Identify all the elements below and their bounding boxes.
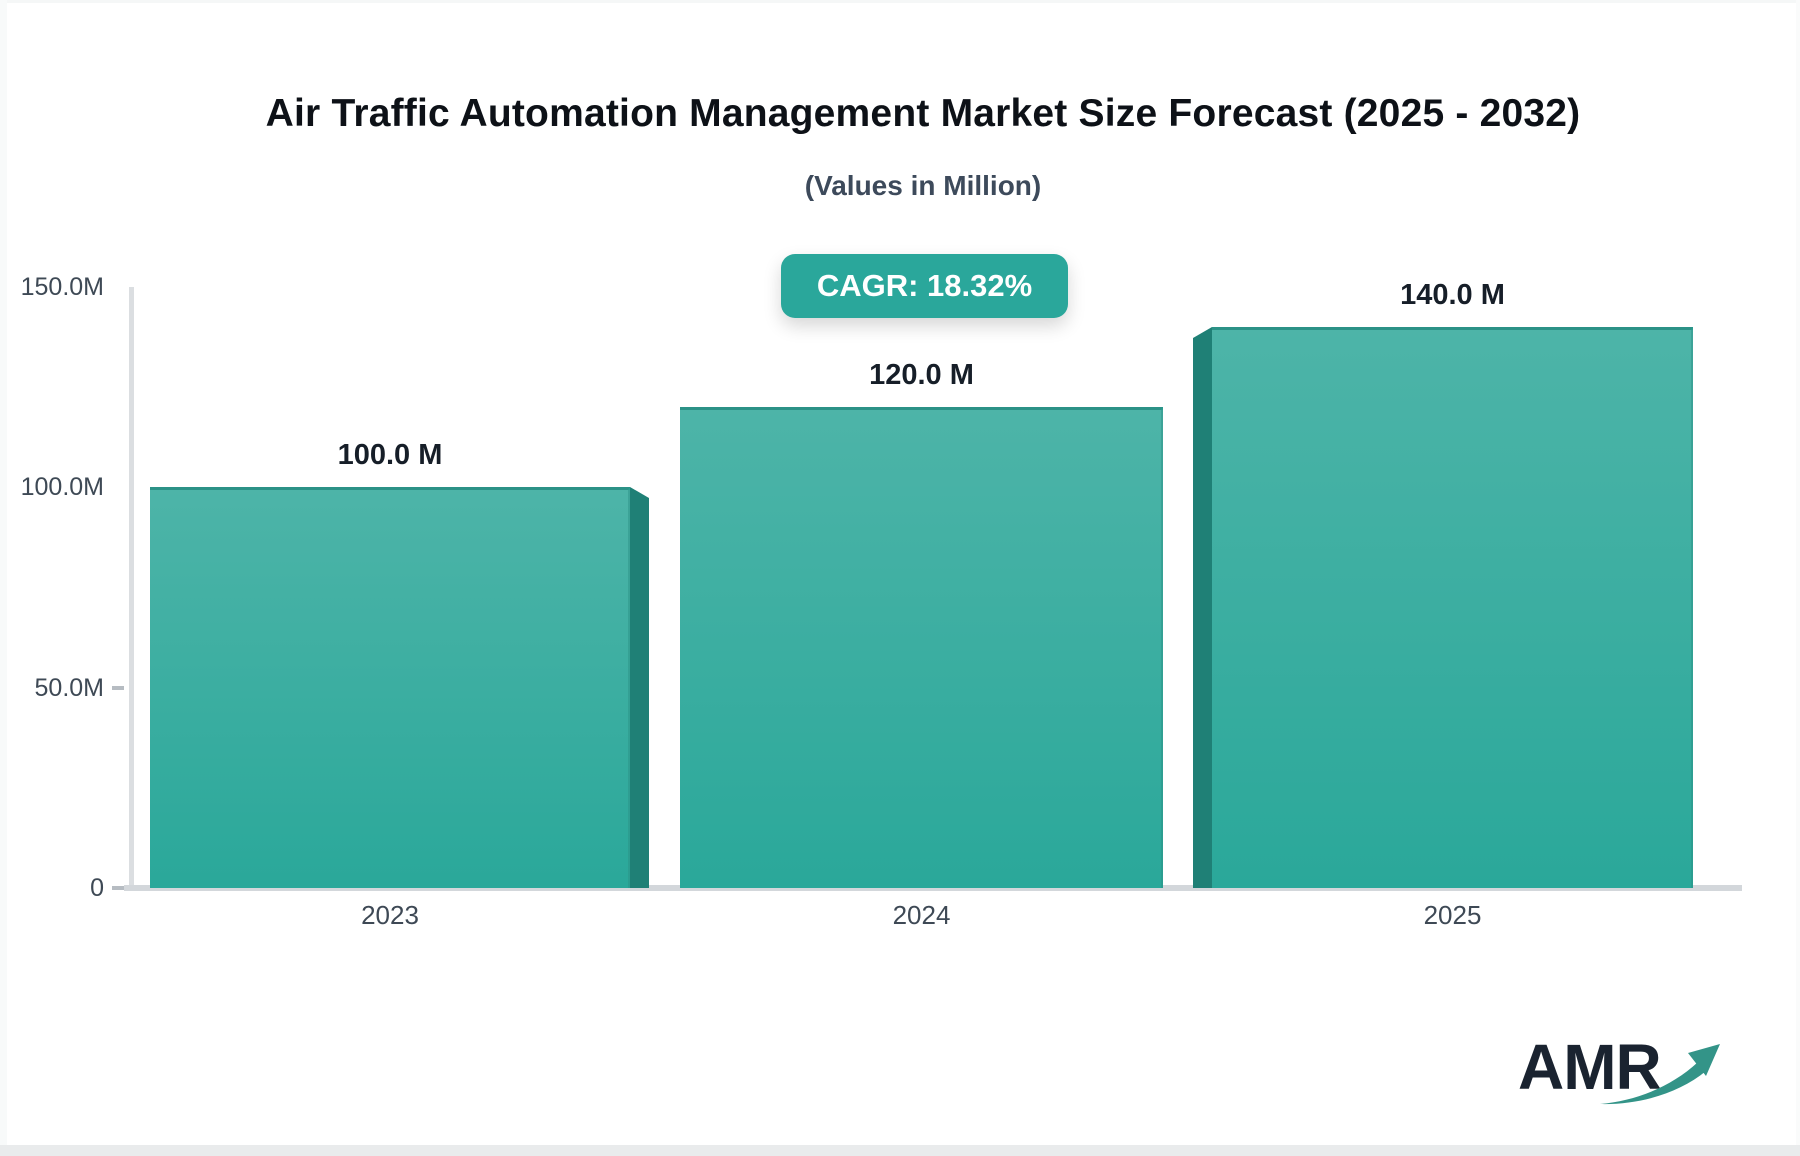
y-axis-line [129,287,134,888]
bar-2023 [150,487,630,888]
bar-value-label: 100.0 M [337,439,443,471]
chart-title: Air Traffic Automation Management Market… [265,92,1581,135]
window-edge-left [0,0,7,1156]
bar-3d-side [1193,327,1212,888]
y-tick-mark [112,886,124,890]
bar-3d-side [630,487,649,888]
window-edge-right [1796,0,1800,1156]
cagr-badge: CAGR: 18.32% [781,254,1068,318]
y-tick-mark [112,685,124,690]
y-tick-label: 150.0M [20,273,104,301]
bar-2025 [1212,327,1693,888]
amr-logo-text: AMR [1518,1031,1662,1103]
amr-logo: AMR [1518,1030,1728,1120]
window-edge-bottom [0,1145,1800,1156]
y-tick-label: 100.0M [20,473,104,502]
x-axis-baseline [124,885,1742,891]
bar-value-label: 120.0 M [869,359,974,391]
x-tick-label: 2024 [892,900,951,930]
bar-2024 [680,407,1163,888]
x-tick-label: 2023 [361,900,419,930]
growth-arrow-icon [1600,1044,1720,1105]
bar-value-label: 140.0 M [1400,279,1505,311]
y-tick-label: 0 [90,874,104,902]
x-tick-label: 2025 [1423,900,1482,930]
window-edge-top [0,0,1800,3]
chart-subtitle: (Values in Million) [804,170,1042,201]
y-tick-label: 50.0M [34,673,104,702]
